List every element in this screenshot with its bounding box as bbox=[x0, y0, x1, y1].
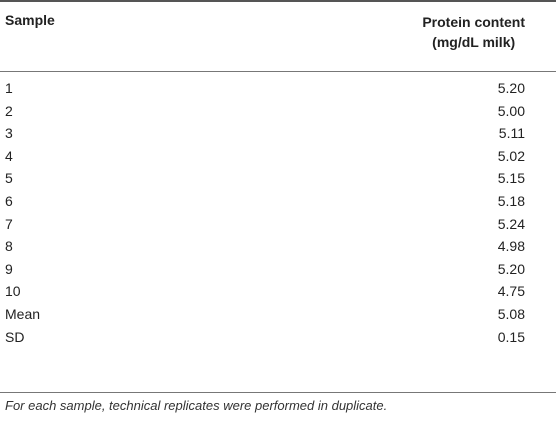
cell-protein: 5.00 bbox=[497, 102, 525, 119]
table-row: 6 5.18 bbox=[0, 191, 556, 214]
cell-protein: 5.02 bbox=[497, 147, 525, 164]
cell-sample: 6 bbox=[5, 192, 13, 209]
table-footnote: For each sample, technical replicates we… bbox=[5, 398, 388, 413]
table-row: 10 4.75 bbox=[0, 281, 556, 304]
cell-sample: Mean bbox=[5, 305, 41, 322]
table-row: 9 5.20 bbox=[0, 259, 556, 282]
cell-protein: 5.15 bbox=[497, 170, 525, 187]
table-row: 5 5.15 bbox=[0, 168, 556, 191]
cell-protein: 0.15 bbox=[497, 328, 525, 345]
cell-protein: 5.18 bbox=[497, 192, 525, 209]
cell-protein: 5.11 bbox=[498, 125, 525, 142]
table-header: Sample Protein content (mg/dL milk) bbox=[0, 0, 556, 71]
cell-sample: 10 bbox=[5, 283, 21, 300]
cell-sample: 8 bbox=[5, 238, 13, 255]
cell-protein: 5.20 bbox=[497, 80, 525, 96]
cell-protein: 4.75 bbox=[497, 283, 525, 300]
table-row-mean: Mean 5.08 bbox=[0, 304, 556, 327]
cell-sample: 1 bbox=[5, 80, 13, 96]
cell-protein: 5.20 bbox=[497, 260, 525, 277]
cell-sample: 5 bbox=[5, 170, 13, 187]
cell-sample: 3 bbox=[5, 125, 13, 142]
header-protein-line2: (mg/dL milk) bbox=[432, 34, 516, 50]
cell-sample: 9 bbox=[5, 260, 13, 277]
cell-sample: SD bbox=[5, 328, 25, 345]
table-header-rule bbox=[0, 71, 556, 72]
header-protein-content: Protein content (mg/dL milk) bbox=[422, 12, 525, 52]
table-row: 7 5.24 bbox=[0, 214, 556, 237]
table-bottom-rule bbox=[0, 392, 556, 393]
table-body: 1 5.20 2 5.00 3 5.11 4 5.02 5 5.15 6 5.1… bbox=[0, 78, 556, 349]
table-row: 3 5.11 bbox=[0, 123, 556, 146]
table-row: 4 5.02 bbox=[0, 146, 556, 169]
cell-sample: 2 bbox=[5, 102, 13, 119]
header-protein-line1: Protein content bbox=[422, 14, 525, 30]
table-row: 1 5.20 bbox=[0, 78, 556, 101]
cell-sample: 7 bbox=[5, 215, 13, 232]
table-row: 2 5.00 bbox=[0, 101, 556, 124]
cell-protein: 4.98 bbox=[497, 238, 525, 255]
header-sample: Sample bbox=[5, 12, 55, 28]
table-row: 8 4.98 bbox=[0, 236, 556, 259]
cell-protein: 5.24 bbox=[497, 215, 525, 232]
cell-protein: 5.08 bbox=[497, 305, 525, 322]
table-top-rule bbox=[0, 0, 556, 2]
table-row-sd: SD 0.15 bbox=[0, 327, 556, 350]
cell-sample: 4 bbox=[5, 147, 13, 164]
